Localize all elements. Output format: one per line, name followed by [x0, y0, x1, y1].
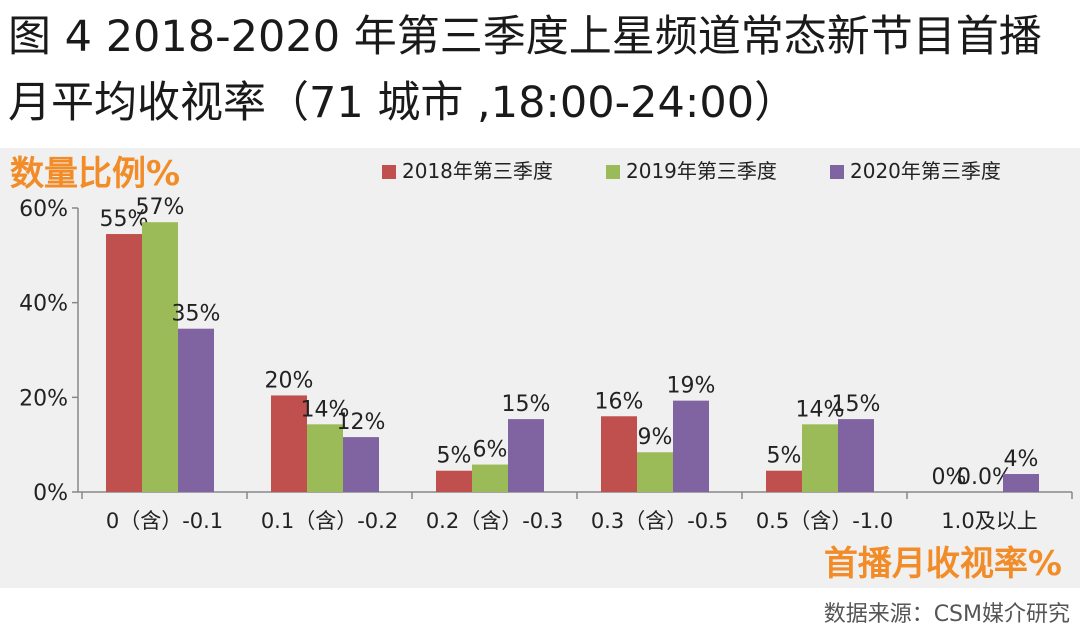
data-label: 6%	[473, 438, 508, 463]
y-tick-label: 20%	[19, 386, 68, 411]
data-label: 35%	[172, 302, 221, 327]
legend-swatch	[606, 165, 620, 179]
bar	[106, 234, 142, 493]
data-label: 15%	[832, 392, 881, 417]
data-label: 14%	[796, 397, 845, 422]
bar	[178, 328, 214, 492]
data-label: 14%	[301, 397, 350, 422]
data-label: 9%	[638, 425, 673, 450]
bar	[307, 424, 343, 492]
x-tick-label: 1.0及以上	[941, 509, 1037, 533]
y-tick-label: 40%	[19, 292, 68, 317]
source-note: 数据来源：CSM媒介研究	[823, 602, 1070, 627]
data-label: 0%	[932, 465, 967, 490]
legend-label: 2019年第三季度	[626, 159, 777, 183]
bar	[766, 470, 802, 492]
x-tick-label: 0.5（含）-1.0	[756, 509, 893, 533]
data-label: 4%	[1004, 447, 1039, 472]
legend-label: 2018年第三季度	[402, 159, 553, 183]
bar-chart: 数量比例% 首播月收视率% 0% 20% 40% 60% 55%57% 35% 0（含）-0.1…	[10, 154, 1073, 584]
bar	[508, 419, 544, 492]
x-tick-label: 0.1（含）-0.2	[261, 509, 398, 533]
legend-swatch	[382, 165, 396, 179]
x-tick-label: 0.3（含）-0.5	[591, 509, 728, 533]
bar	[142, 222, 178, 492]
bar	[637, 452, 673, 492]
bar	[271, 395, 307, 492]
legend-swatch	[830, 165, 844, 179]
data-label: 12%	[337, 410, 386, 435]
data-label: 19%	[667, 374, 716, 399]
data-label: 5%	[767, 444, 802, 469]
bar	[802, 424, 838, 492]
bar	[1003, 474, 1039, 492]
data-label: 16%	[595, 389, 644, 414]
chart-title: 图 4 2018-2020 年第三季度上星频道常态新节目首播月平均收视率（71 …	[8, 12, 1042, 128]
x-axis-title: 首播月收视率%	[824, 544, 1062, 584]
legend-label: 2020年第三季度	[850, 159, 1001, 183]
bar	[436, 470, 472, 492]
x-tick-label: 0（含）-0.1	[106, 509, 223, 533]
bar	[673, 400, 709, 492]
bar	[472, 464, 508, 492]
bar	[838, 419, 874, 492]
y-axis-title: 数量比例%	[10, 154, 180, 194]
data-label: 55%	[100, 207, 149, 232]
data-label: 15%	[502, 392, 551, 417]
data-label: 57%	[136, 195, 185, 220]
bar	[601, 416, 637, 492]
bar	[343, 437, 379, 492]
x-tick-label: 0.2（含）-0.3	[426, 509, 563, 533]
y-tick-label: 60%	[19, 197, 68, 222]
y-tick-label: 0%	[33, 481, 68, 506]
data-label: 5%	[437, 444, 472, 469]
data-label: 20%	[265, 368, 314, 393]
